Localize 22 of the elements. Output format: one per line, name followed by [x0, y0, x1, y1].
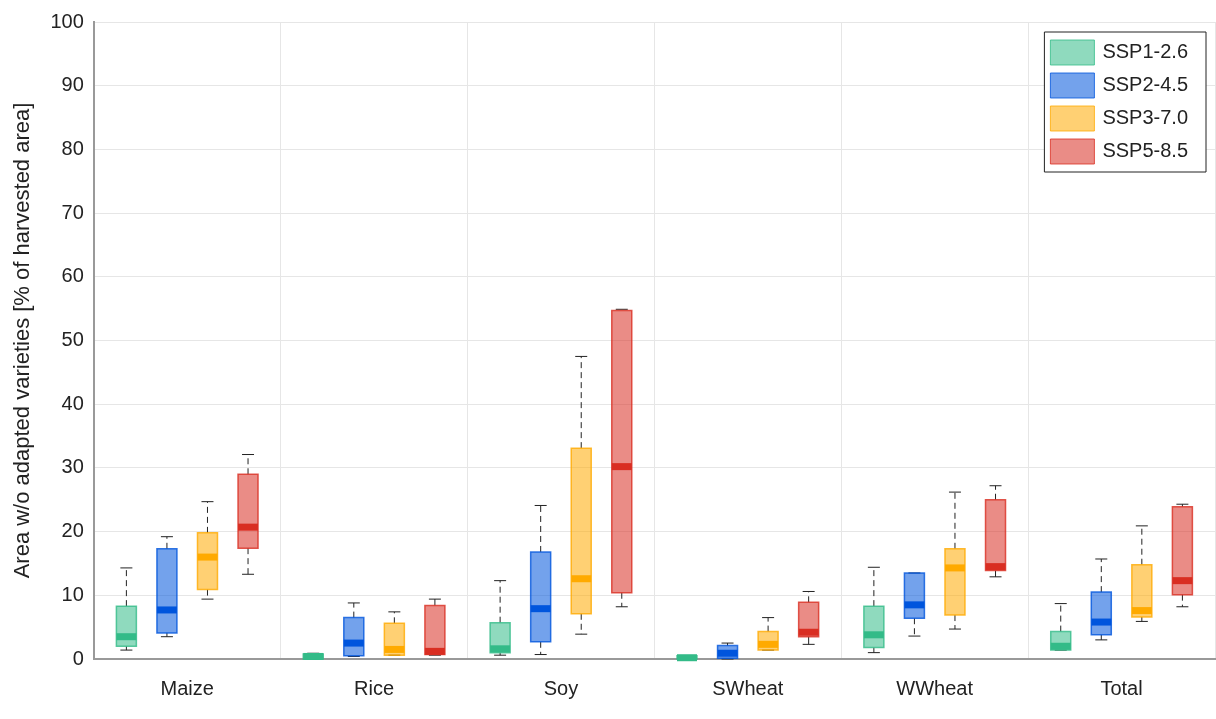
x-tick-label: Rice — [354, 676, 395, 699]
x-tick-label: WWheat — [896, 676, 974, 699]
y-tick-label: 40 — [61, 391, 84, 414]
legend-label: SSP1-2.6 — [1102, 40, 1188, 63]
y-tick-label: 50 — [61, 328, 84, 351]
legend-label: SSP3-7.0 — [1102, 106, 1188, 129]
x-tick-label: SWheat — [712, 676, 784, 699]
y-tick-label: 60 — [61, 264, 84, 287]
x-tick-label: Maize — [160, 676, 214, 699]
y-tick-label: 0 — [72, 646, 84, 669]
legend-label: SSP2-4.5 — [1102, 73, 1188, 96]
legend-label: SSP5-8.5 — [1102, 139, 1188, 162]
y-tick-label: 80 — [61, 136, 84, 159]
x-tick-label: Soy — [543, 676, 579, 699]
y-tick-label: 20 — [61, 519, 84, 542]
y-tick-label: 10 — [61, 582, 84, 605]
y-axis-title: Area w/o adapted varieties [% of harvested area] — [9, 102, 35, 579]
y-tick-label: 70 — [61, 200, 84, 223]
y-tick-label: 90 — [61, 73, 84, 96]
x-tick-label: Total — [1100, 676, 1143, 699]
y-tick-label: 100 — [50, 9, 84, 32]
y-tick-label: 30 — [61, 455, 84, 478]
